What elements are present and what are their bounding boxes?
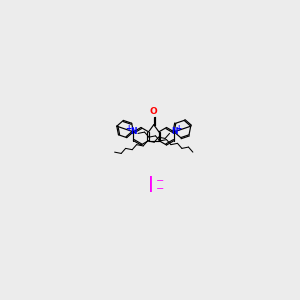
Text: O: O — [150, 107, 158, 116]
Text: N: N — [130, 128, 136, 136]
Text: +: + — [126, 124, 132, 133]
Text: −: − — [153, 176, 164, 186]
Text: N: N — [171, 128, 177, 136]
Text: I: I — [149, 176, 153, 186]
Text: +: + — [176, 124, 182, 133]
Text: −: − — [153, 184, 164, 194]
Text: I: I — [149, 184, 153, 194]
